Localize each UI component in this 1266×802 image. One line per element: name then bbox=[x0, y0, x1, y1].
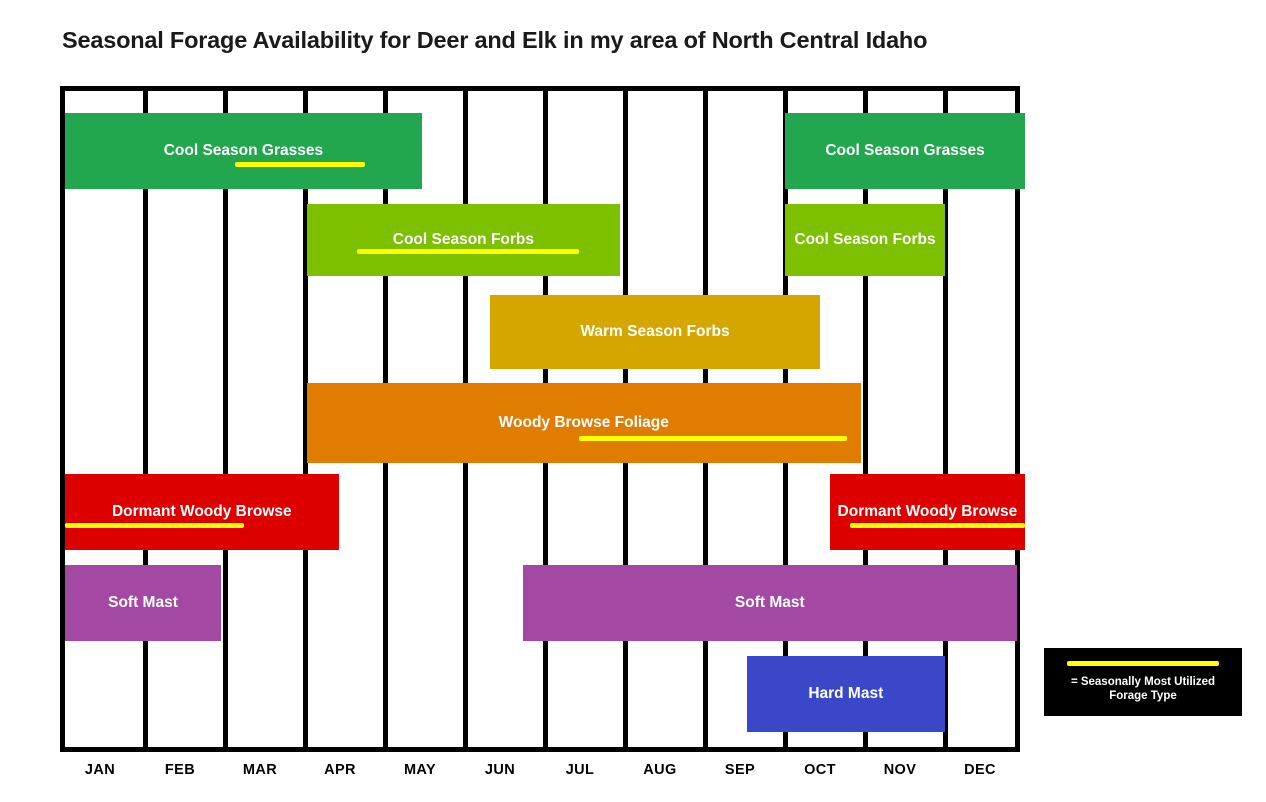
gridline-mar bbox=[222, 91, 228, 747]
legend-label-line2: Forage Type bbox=[1109, 690, 1177, 702]
bar-dormant-woody-browse: Dormant Woody Browse bbox=[65, 474, 339, 550]
month-label-jan: JAN bbox=[84, 762, 116, 778]
month-label-oct: OCT bbox=[804, 762, 836, 778]
bar-cool-season-forbs: Cool Season Forbs bbox=[785, 204, 945, 276]
bar-label: Soft Mast bbox=[734, 594, 805, 612]
bar-label: Cool Season Grasses bbox=[825, 142, 985, 160]
chart-title: Seasonal Forage Availability for Deer an… bbox=[62, 27, 928, 53]
bar-hard-mast: Hard Mast bbox=[746, 656, 945, 732]
month-label-may: MAY bbox=[403, 762, 437, 778]
utilization-line bbox=[578, 436, 847, 441]
utilization-line bbox=[849, 523, 1025, 528]
plot-area: Cool Season Grasses Cool Season Grasses Co… bbox=[60, 86, 1025, 752]
gridline-nov bbox=[862, 91, 868, 747]
gridline-dec bbox=[942, 91, 948, 747]
bar-label: Dormant Woody Browse bbox=[111, 503, 292, 521]
bar-cool-season-forbs: Cool Season Forbs bbox=[306, 204, 621, 276]
bar-label: Cool Season Forbs bbox=[794, 231, 936, 249]
month-label-mar: MAR bbox=[242, 762, 278, 778]
gridline-apr bbox=[302, 91, 308, 747]
bar-cool-season-grasses: Cool Season Grasses bbox=[785, 113, 1025, 189]
bar-label: Cool Season Forbs bbox=[392, 231, 535, 249]
month-label-jul: JUL bbox=[565, 762, 595, 778]
month-label-nov: NOV bbox=[883, 762, 917, 778]
utilization-line bbox=[65, 523, 245, 528]
bar-cool-season-grasses: Cool Season Grasses bbox=[65, 113, 422, 189]
bar-label: Hard Mast bbox=[808, 685, 884, 703]
month-label-feb: FEB bbox=[164, 762, 196, 778]
month-label-jun: JUN bbox=[484, 762, 516, 778]
utilization-line bbox=[234, 162, 365, 167]
bar-label: Dormant Woody Browse bbox=[837, 503, 1018, 521]
bar-soft-mast: Soft Mast bbox=[522, 565, 1017, 641]
bar-label: Soft Mast bbox=[108, 594, 178, 612]
bar-label: Woody Browse Foliage bbox=[498, 414, 669, 432]
bar-label: Warm Season Forbs bbox=[580, 323, 730, 341]
gridline-feb bbox=[142, 91, 148, 747]
legend-label: = Seasonally Most Utilized Forage Type bbox=[1065, 675, 1221, 704]
month-label-aug: AUG bbox=[643, 762, 677, 778]
plot-inner: Cool Season Grasses Cool Season Grasses Co… bbox=[65, 91, 1025, 747]
bar-dormant-woody-browse: Dormant Woody Browse bbox=[829, 474, 1025, 550]
legend: = Seasonally Most Utilized Forage Type bbox=[1044, 648, 1242, 716]
bar-label: Cool Season Grasses bbox=[163, 142, 324, 160]
month-axis: JAN FEB MAR APR MAY JUN JUL AUG SEP OCT NOV DEC bbox=[60, 762, 1020, 792]
legend-label-line1: = Seasonally Most Utilized bbox=[1070, 675, 1216, 688]
bar-soft-mast: Soft Mast bbox=[65, 565, 221, 641]
utilization-line bbox=[357, 249, 579, 254]
bar-warm-season-forbs: Warm Season Forbs bbox=[489, 295, 821, 369]
month-label-apr: APR bbox=[324, 762, 356, 778]
bar-woody-browse-foliage: Woody Browse Foliage bbox=[306, 383, 861, 463]
utilization-line-swatch bbox=[1067, 660, 1219, 666]
month-label-dec: DEC bbox=[964, 762, 996, 778]
month-label-sep: SEP bbox=[724, 762, 756, 778]
